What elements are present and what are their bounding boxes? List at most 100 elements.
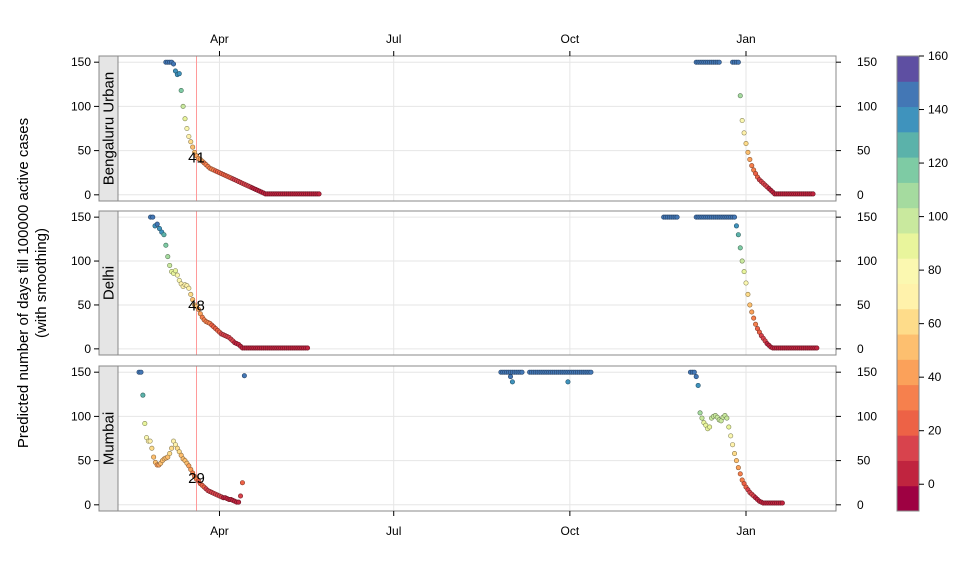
colorbar-tick-label: 20 xyxy=(928,424,942,438)
colorbar-swatch xyxy=(897,283,919,310)
data-point xyxy=(182,116,188,122)
colorbar-swatch xyxy=(897,232,919,259)
data-point xyxy=(707,424,713,430)
panel-outer-border xyxy=(98,365,837,512)
data-point xyxy=(174,272,180,278)
data-point xyxy=(747,156,753,162)
data-point xyxy=(188,291,194,297)
data-point xyxy=(171,61,177,67)
data-point xyxy=(169,445,175,451)
data-point xyxy=(178,87,184,93)
data-point xyxy=(186,285,192,291)
y-tick-label-left: 150 xyxy=(71,55,91,69)
data-point xyxy=(735,232,741,238)
colorbar-swatch xyxy=(897,460,919,487)
data-point xyxy=(745,291,751,297)
data-point xyxy=(236,499,242,505)
data-point xyxy=(316,191,322,197)
data-point xyxy=(239,480,245,486)
data-point xyxy=(697,410,703,416)
data-point xyxy=(779,500,785,506)
y-axis-label-line: (with smoothing) xyxy=(33,228,50,338)
data-point xyxy=(691,369,697,375)
data-point xyxy=(151,454,157,460)
panel-strip-label: Bengaluru Urban xyxy=(101,72,118,185)
x-tick-label-top: Oct xyxy=(561,32,580,46)
colorbar-tick-label: 60 xyxy=(928,317,942,331)
data-point xyxy=(509,379,515,385)
y-tick-label-left: 0 xyxy=(84,498,91,512)
y-tick-label-left: 150 xyxy=(71,210,91,224)
data-point xyxy=(743,280,749,286)
data-point xyxy=(150,214,156,220)
colorbar-swatch xyxy=(897,334,919,360)
y-tick-label-left: 100 xyxy=(71,409,91,423)
data-point xyxy=(741,130,747,136)
panel-annotation: 41 xyxy=(188,150,205,167)
data-point xyxy=(188,139,194,145)
y-tick-label-right: 50 xyxy=(857,144,871,158)
y-tick-label-right: 0 xyxy=(857,342,864,356)
data-point xyxy=(176,71,182,77)
data-point xyxy=(735,59,741,65)
data-point xyxy=(142,420,148,426)
data-point xyxy=(753,321,759,327)
x-tick-label-top: Apr xyxy=(210,32,229,46)
data-point xyxy=(726,424,732,430)
data-point xyxy=(810,191,816,197)
panel-strip-label: Mumbai xyxy=(101,412,118,465)
data-point xyxy=(172,268,178,274)
data-points xyxy=(163,59,816,197)
colorbar-swatch xyxy=(897,106,919,133)
panel-border xyxy=(117,55,837,202)
y-axis-label-line: Predicted number of days till 100000 act… xyxy=(15,118,32,448)
data-point xyxy=(156,226,162,232)
x-tick-label-bottom: Jan xyxy=(736,524,755,538)
y-tick-label-left: 50 xyxy=(78,298,92,312)
colorbar-swatch xyxy=(897,435,919,461)
colorbar-swatch xyxy=(897,359,919,386)
panel-strip-label: Delhi xyxy=(101,266,118,300)
colorbar-swatch xyxy=(897,56,919,82)
data-point xyxy=(733,458,739,464)
colorbar-swatch xyxy=(897,409,919,436)
data-point xyxy=(749,309,755,315)
colorbar-tick-label: 100 xyxy=(928,210,948,224)
data-point xyxy=(730,442,736,448)
y-tick-label-right: 100 xyxy=(857,99,877,113)
panel-delhi: Delhi 0 0 50 50 100 100 150 150 48 xyxy=(71,210,877,356)
data-point xyxy=(732,214,738,220)
data-point xyxy=(724,415,730,421)
colorbar-swatch xyxy=(897,182,919,209)
y-tick-label-right: 0 xyxy=(857,498,864,512)
x-tick-label-bottom: Oct xyxy=(561,524,580,538)
y-tick-label-left: 0 xyxy=(84,342,91,356)
y-tick-label-right: 150 xyxy=(857,365,877,379)
panel-bengaluru-urban: Bengaluru Urban 0 0 50 50 100 100 150 150 41 xyxy=(71,55,877,202)
y-tick-label-right: 50 xyxy=(857,298,871,312)
data-point xyxy=(716,59,722,65)
panel-outer-border xyxy=(98,55,837,202)
colorbar-swatch xyxy=(897,157,919,183)
y-tick-label-left: 50 xyxy=(78,454,92,468)
data-point xyxy=(735,465,741,471)
data-point xyxy=(147,438,153,444)
panels: Bengaluru Urban 0 0 50 50 100 100 150 150 41 Delhi… xyxy=(71,55,877,512)
data-point xyxy=(163,242,169,248)
data-point xyxy=(737,245,743,251)
data-point xyxy=(737,471,743,477)
data-point xyxy=(190,144,196,150)
data-point xyxy=(733,223,739,229)
colorbar-swatch xyxy=(897,308,919,335)
y-tick-label-right: 0 xyxy=(857,188,864,202)
data-points xyxy=(136,369,785,506)
colorbar-tick-label: 40 xyxy=(928,370,942,384)
y-tick-label-left: 50 xyxy=(78,144,92,158)
data-point xyxy=(674,214,680,220)
data-point xyxy=(747,302,753,308)
colorbar-swatch xyxy=(897,131,919,158)
data-point xyxy=(693,374,699,380)
data-point xyxy=(190,297,196,303)
